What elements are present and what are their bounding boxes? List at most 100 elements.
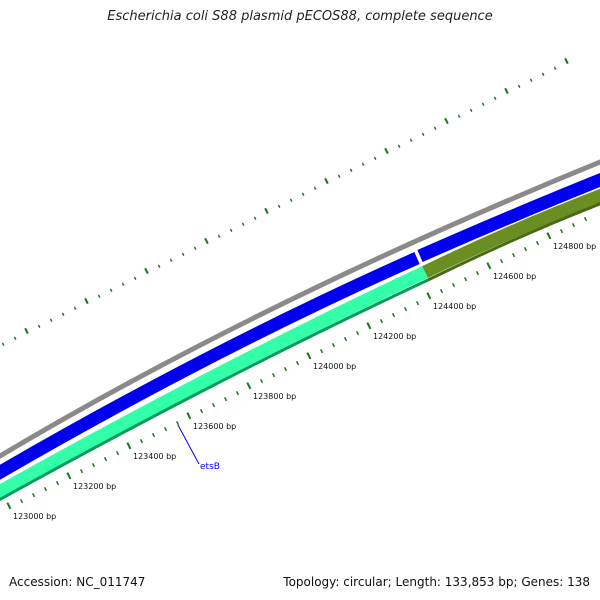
inner-tick xyxy=(91,462,96,468)
outer-tick xyxy=(517,84,521,88)
reverse-cds-border xyxy=(0,278,429,502)
inner-tick xyxy=(103,456,108,462)
position-labels: 123000 bp 123200 bp 123400 bp 123600 bp 1238… xyxy=(13,242,596,521)
outer-tick xyxy=(409,138,413,142)
inner-tick xyxy=(475,270,480,276)
inner-tick xyxy=(499,258,504,264)
inner-tick xyxy=(295,360,300,366)
outer-tick xyxy=(564,57,569,65)
inner-tick xyxy=(31,492,36,498)
inner-tick-ring xyxy=(6,216,588,510)
outer-tick xyxy=(84,297,89,305)
accession-text: Accession: NC_011747 xyxy=(9,575,146,589)
outer-tick xyxy=(289,198,293,202)
inner-tick xyxy=(583,216,588,222)
outer-tick xyxy=(157,264,161,268)
inner-tick xyxy=(535,240,540,246)
inner-tick xyxy=(6,502,12,510)
topology-summary: Topology: circular; Length: 133,853 bp; … xyxy=(283,575,590,589)
map-title: Escherichia coli S88 plasmid pECOS88, co… xyxy=(107,9,493,24)
outer-tick xyxy=(144,267,149,275)
inner-tick xyxy=(199,408,204,414)
outer-tick xyxy=(529,78,533,82)
position-label: 123000 bp xyxy=(13,512,56,521)
outer-tick xyxy=(397,144,401,148)
inner-tick xyxy=(451,282,456,288)
outer-tick xyxy=(264,207,269,215)
inner-tick xyxy=(523,246,528,252)
inner-tick xyxy=(66,472,72,480)
position-label: 123400 bp xyxy=(133,452,176,461)
outer-tick xyxy=(421,132,425,136)
inner-tick xyxy=(439,288,444,294)
position-label: 124800 bp xyxy=(553,242,596,251)
position-label: 123600 bp xyxy=(193,422,236,431)
inner-tick xyxy=(546,232,552,240)
reverse-cds-feature xyxy=(0,266,428,499)
inner-tick xyxy=(139,438,144,444)
inner-tick xyxy=(559,228,564,234)
outer-tick-ring xyxy=(1,57,569,346)
outer-tick xyxy=(229,228,233,232)
outer-tick xyxy=(241,222,245,226)
inner-tick xyxy=(511,252,516,258)
inner-tick xyxy=(331,342,336,348)
inner-tick xyxy=(306,352,312,360)
inner-tick xyxy=(235,390,240,396)
position-label: 123200 bp xyxy=(73,482,116,491)
outer-tick xyxy=(373,156,377,160)
inner-tick xyxy=(126,442,132,450)
outer-tick xyxy=(481,102,485,106)
inner-tick xyxy=(415,300,420,306)
inner-tick xyxy=(366,322,372,330)
reverse-feature-olive-border xyxy=(427,202,600,282)
outer-tick xyxy=(193,246,197,250)
outer-tick xyxy=(313,186,317,190)
inner-tick xyxy=(463,276,468,282)
inner-tick xyxy=(55,480,60,486)
outer-tick xyxy=(24,327,29,335)
outer-tick xyxy=(553,66,557,70)
outer-tick xyxy=(324,177,329,185)
outer-tick xyxy=(277,204,281,208)
inner-tick xyxy=(175,420,180,426)
inner-tick xyxy=(343,336,348,342)
position-label: 124000 bp xyxy=(313,362,356,371)
outer-tick xyxy=(384,147,389,155)
outer-tick xyxy=(13,336,17,340)
position-label: 124400 bp xyxy=(433,302,476,311)
outer-tick xyxy=(133,276,137,280)
outer-tick xyxy=(504,87,509,95)
inner-tick xyxy=(259,378,264,384)
outer-tick xyxy=(169,258,173,262)
inner-tick xyxy=(403,306,408,312)
inner-tick xyxy=(246,382,252,390)
gene-label-leader xyxy=(177,424,200,465)
inner-tick xyxy=(151,432,156,438)
position-label: 124200 bp xyxy=(373,332,416,341)
inner-tick xyxy=(486,262,492,270)
outer-tick xyxy=(37,324,41,328)
inner-tick xyxy=(355,330,360,336)
inner-tick xyxy=(283,366,288,372)
outer-tick xyxy=(349,168,353,172)
inner-tick xyxy=(426,292,432,300)
outer-tick xyxy=(109,288,113,292)
inner-tick xyxy=(319,348,324,354)
inner-tick xyxy=(271,372,276,378)
outer-tick xyxy=(121,282,125,286)
inner-tick xyxy=(115,450,120,456)
inner-tick xyxy=(223,396,228,402)
gene-label-etsB: etsB xyxy=(200,462,220,472)
inner-tick xyxy=(571,222,576,228)
inner-tick xyxy=(186,412,192,420)
inner-tick xyxy=(379,318,384,324)
outer-tick xyxy=(469,108,473,112)
position-label: 124600 bp xyxy=(493,272,536,281)
backbone-track xyxy=(0,159,600,459)
outer-tick xyxy=(61,312,65,316)
outer-tick xyxy=(181,252,185,256)
outer-tick xyxy=(301,192,305,196)
